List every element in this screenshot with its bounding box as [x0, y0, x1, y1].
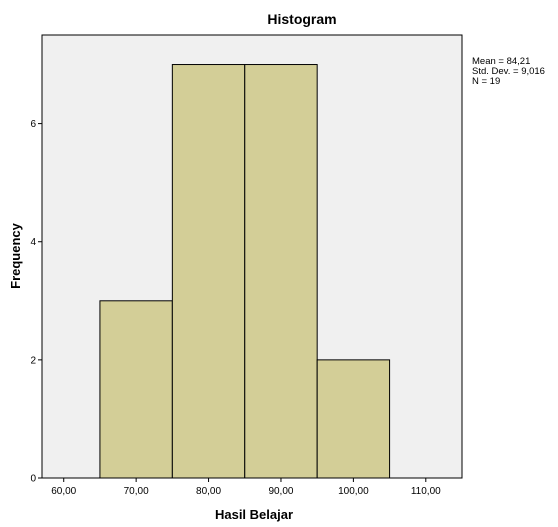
y-tick-label-0: 0 [30, 474, 36, 485]
histogram-bar-2 [244, 64, 318, 479]
stats-mean: Mean = 84,21 [472, 56, 531, 67]
y-tick-label-1: 2 [30, 355, 36, 366]
y-tick-label-3: 6 [30, 119, 36, 130]
histogram-bar-1 [171, 64, 246, 479]
histogram-bar-0 [99, 300, 173, 479]
x-tick-label-0: 60,00 [51, 486, 76, 497]
y-axis-label: Frequency [8, 222, 23, 289]
stats-n: N = 19 [472, 76, 501, 87]
chart-title: Histogram [267, 11, 336, 27]
stats-std-dev: Std. Dev. = 9,016 [472, 66, 545, 77]
x-axis-label: Hasil Belajar [215, 507, 293, 522]
x-tick-label-4: 100,00 [338, 486, 369, 497]
x-tick-label-1: 70,00 [124, 486, 149, 497]
x-tick-label-5: 110,00 [411, 486, 441, 497]
histogram-bar-3 [316, 359, 391, 479]
y-tick-label-2: 4 [30, 237, 36, 248]
stats-box: Mean = 84,21 Std. Dev. = 9,016 N = 19 [472, 57, 545, 87]
x-tick-label-3: 90,00 [268, 486, 293, 497]
x-tick-label-2: 80,00 [196, 486, 221, 497]
